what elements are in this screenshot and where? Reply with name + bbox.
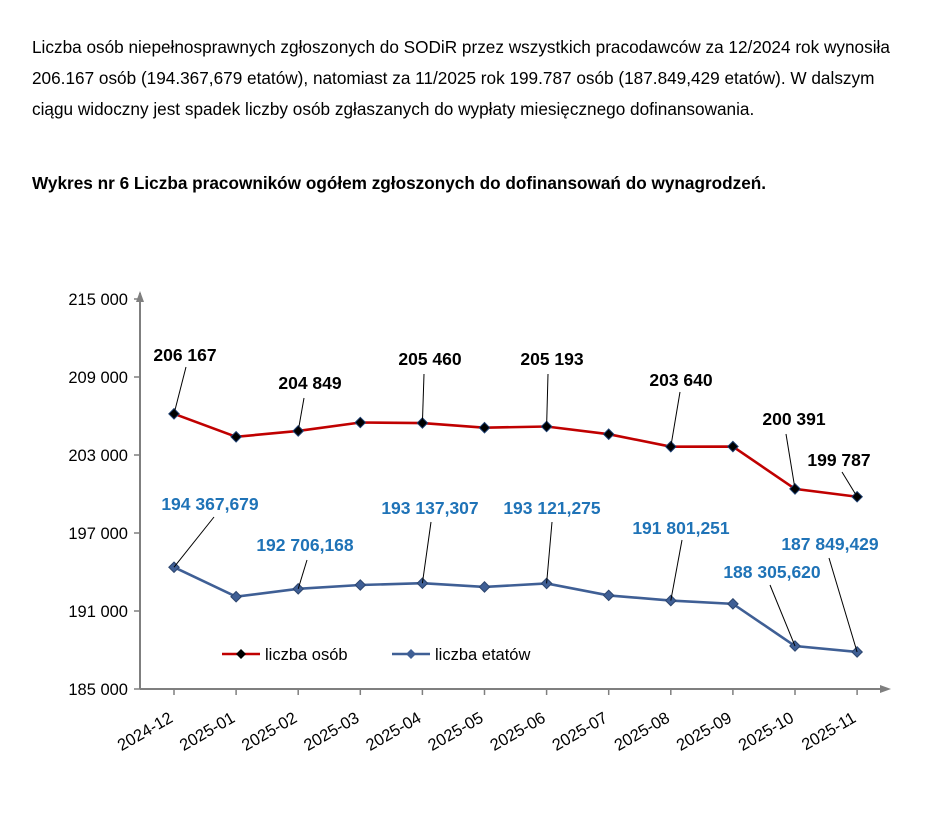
data-label: 205 193 [520, 349, 584, 369]
data-label-leader [841, 471, 858, 498]
data-point [230, 430, 243, 443]
legend-marker [406, 649, 416, 659]
x-tick-label: 2025-04 [363, 709, 424, 755]
x-tick-label: 2025-06 [487, 709, 548, 755]
data-label: 194 367,679 [161, 494, 259, 514]
data-point [789, 640, 801, 652]
data-point [354, 579, 367, 591]
data-label: 187 849,429 [781, 534, 879, 554]
data-label: 192 706,168 [256, 535, 354, 555]
data-label-leader [546, 373, 549, 427]
data-point [292, 582, 305, 595]
data-label-leader [421, 521, 432, 584]
y-tick-label: 191 000 [68, 603, 128, 621]
y-axis-ticks: 185 000 191 000 197 000 203 000 209 000 215 0… [68, 291, 140, 699]
legend-marker [236, 649, 246, 659]
data-label-leader [670, 539, 683, 601]
data-point [664, 594, 677, 607]
data-point [726, 597, 739, 610]
data-label-leader [421, 373, 425, 424]
x-tick-label: 2024-12 [115, 709, 176, 755]
y-tick-label: 209 000 [68, 369, 128, 387]
data-point [726, 440, 739, 453]
data-label-leader [297, 559, 308, 589]
data-label-leader [828, 557, 858, 653]
data-point [354, 416, 367, 429]
y-axis-arrow [136, 291, 144, 302]
data-label-leader [546, 521, 553, 584]
data-label-leader [297, 397, 305, 432]
y-tick-label: 215 000 [68, 291, 128, 309]
y-tick-label: 197 000 [68, 525, 128, 543]
x-tick-label: 2025-05 [425, 709, 486, 755]
data-point [602, 428, 615, 441]
data-point [230, 590, 243, 603]
data-point [602, 589, 615, 602]
series-line-etatow [173, 566, 858, 654]
data-label-leader [785, 433, 796, 489]
data-label: 193 121,275 [503, 498, 601, 518]
x-tick-label: 2025-03 [301, 709, 362, 755]
data-point [168, 561, 180, 574]
intro-paragraph: Liczba osób niepełnosprawnych zgłoszonyc… [32, 37, 890, 119]
data-label: 206 167 [153, 345, 216, 365]
data-labels: 206 167 204 849 205 460 205 193 203 640 200 3… [153, 345, 879, 653]
chart-legend: liczba osób liczba etatów [222, 646, 530, 664]
legend-label: liczba etatów [435, 646, 530, 664]
x-tick-label: 2025-09 [673, 709, 734, 755]
y-tick-label: 203 000 [68, 447, 128, 465]
x-axis-arrow [880, 685, 891, 693]
chart-series [168, 407, 864, 658]
x-tick-label: 2025-11 [799, 709, 859, 754]
x-axis-ticks: 2024-12 2025-01 2025-02 2025-03 2025-04 2025-… [115, 689, 859, 755]
data-label-leader [670, 391, 681, 447]
data-point [478, 581, 491, 593]
x-tick-label: 2025-02 [239, 709, 300, 755]
x-tick-label: 2025-07 [549, 709, 610, 755]
data-label: 205 460 [398, 349, 462, 369]
figure-title: Wykres nr 6 Liczba pracowników ogółem zg… [32, 173, 767, 193]
data-label: 193 137,307 [381, 498, 478, 518]
series-line-osob [173, 412, 858, 499]
data-label-leader [173, 366, 187, 414]
legend-label: liczba osób [265, 646, 348, 664]
x-tick-label: 2025-01 [177, 709, 238, 755]
data-point [478, 421, 491, 434]
data-label-leader [769, 584, 796, 647]
data-label-leader [173, 516, 215, 568]
x-tick-label: 2025-08 [611, 709, 672, 755]
data-label: 204 849 [278, 373, 342, 393]
data-label: 199 787 [807, 450, 870, 470]
data-label: 200 391 [762, 409, 826, 429]
data-label: 203 640 [649, 370, 713, 390]
x-tick-label: 2025-10 [736, 709, 797, 755]
data-label: 188 305,620 [723, 562, 821, 582]
data-label: 191 801,251 [632, 518, 730, 538]
chart-axes [136, 291, 891, 693]
y-tick-label: 185 000 [68, 681, 128, 699]
